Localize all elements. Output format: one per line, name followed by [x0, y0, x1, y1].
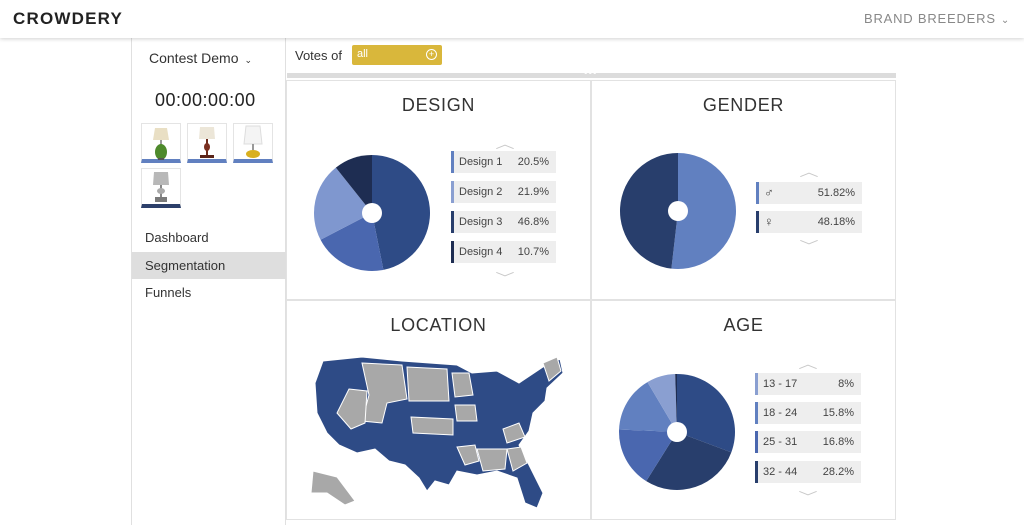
design-slice-1[interactable]	[320, 213, 384, 271]
location-panel: LOCATION	[286, 300, 591, 520]
contest-name: Contest Demo	[149, 50, 239, 66]
scroll-down-icon[interactable]: ﹀	[798, 490, 818, 504]
age-slice-6[interactable]	[675, 374, 677, 432]
design-1-thumbnail[interactable]	[141, 123, 181, 163]
age-slice-5[interactable]	[677, 374, 735, 453]
nav-dashboard[interactable]: Dashboard	[145, 230, 209, 245]
scroll-up-icon[interactable]: ︿	[495, 137, 515, 151]
contest-timer: 00:00:00:00	[155, 90, 256, 110]
legend-item-age-25-31[interactable]: 25 - 31 16.8%	[755, 431, 861, 453]
main-content: Votes of all + ••• DESIGN ︿ Design 1 20.5%…	[286, 38, 897, 525]
account-name: BRAND BREEDERS	[863, 11, 996, 26]
legend-item-age-32-44[interactable]: 32 - 44 28.2%	[755, 461, 861, 483]
panel-resize-handle[interactable]: •••	[287, 68, 896, 79]
scroll-up-icon[interactable]: ︿	[798, 357, 818, 371]
design-slice-4[interactable]	[335, 155, 372, 213]
scroll-down-icon[interactable]: ﹀	[495, 271, 515, 285]
gender-center-hole	[668, 201, 688, 221]
lamp-icon	[199, 127, 215, 158]
add-icon[interactable]: +	[426, 49, 437, 60]
top-bar: CROWDERY BRAND BREEDERS ⌄	[0, 0, 1024, 38]
gender-slice-1[interactable]	[671, 153, 736, 269]
design-title: DESIGN	[401, 95, 476, 115]
nav-segmentation[interactable]: Segmentation	[132, 252, 286, 279]
design-pie-chart	[314, 155, 431, 271]
design-4-thumbnail[interactable]	[141, 168, 181, 208]
design-2-thumbnail[interactable]	[187, 123, 227, 163]
design-panel: DESIGN ︿ Design 1 20.5% Design 2 21.9% Des…	[286, 80, 591, 300]
design-3-thumbnail[interactable]	[233, 123, 273, 163]
gender-slice-2[interactable]	[619, 153, 678, 269]
age-slice-4[interactable]	[646, 432, 732, 490]
legend-item-design-4[interactable]: Design 4 10.7%	[451, 241, 556, 263]
age-slice-3[interactable]	[619, 429, 677, 482]
legend-item-design-2[interactable]: Design 2 21.9%	[451, 181, 556, 203]
legend-item-age-18-24[interactable]: 18 - 24 15.8%	[755, 402, 861, 424]
account-menu[interactable]: BRAND BREEDERS ⌄	[864, 11, 1010, 26]
lamp-icon	[153, 172, 169, 202]
age-pie-chart	[619, 374, 735, 490]
age-slice-2[interactable]	[619, 382, 677, 432]
male-icon: ♂	[764, 185, 774, 200]
legend-item-male[interactable]: ♂ 51.82%	[756, 182, 862, 204]
age-slice-1[interactable]	[647, 374, 677, 432]
votes-filter-value: all	[357, 48, 369, 60]
scroll-up-icon[interactable]: ︿	[799, 165, 819, 179]
gender-panel: GENDER ︿ ♂ 51.82% ♀ 48.18% ﹀	[591, 80, 896, 300]
design-slice-2[interactable]	[314, 167, 372, 240]
nav-funnels[interactable]: Funnels	[145, 285, 192, 300]
legend-item-female[interactable]: ♀ 48.18%	[756, 211, 862, 233]
female-icon: ♀	[764, 214, 774, 229]
age-title: AGE	[723, 315, 764, 335]
votes-filter-label: Votes of	[295, 48, 342, 63]
legend-item-age-13-17[interactable]: 13 - 17 8%	[755, 373, 861, 395]
lamp-icon	[243, 125, 263, 158]
lamp-icon	[153, 128, 169, 160]
us-map	[310, 356, 564, 509]
drag-handle-icon: •••	[584, 68, 598, 79]
brand-logo[interactable]: CROWDERY	[13, 9, 124, 28]
design-center-hole	[362, 203, 382, 223]
gender-title: GENDER	[702, 95, 785, 115]
contest-selector[interactable]: Contest Demo ⌄	[149, 50, 252, 66]
legend-item-design-1[interactable]: Design 1 20.5%	[451, 151, 556, 173]
legend-item-design-3[interactable]: Design 3 46.8%	[451, 211, 556, 233]
sidebar: Contest Demo ⌄ 00:00:00:00 Dashboard Segm…	[131, 38, 286, 525]
votes-filter-select[interactable]: all +	[352, 45, 442, 65]
design-slice-3[interactable]	[372, 155, 431, 270]
chevron-down-icon: ⌄	[1000, 15, 1010, 26]
scroll-down-icon[interactable]: ﹀	[799, 239, 819, 253]
chevron-down-icon: ⌄	[244, 55, 253, 65]
age-center-hole	[667, 422, 687, 442]
location-title: LOCATION	[390, 315, 487, 335]
age-panel: AGE ︿ 13 - 17 8% 18 - 24 15.8% 25 - 31 16.8…	[591, 300, 896, 520]
gender-pie-chart	[619, 153, 736, 269]
